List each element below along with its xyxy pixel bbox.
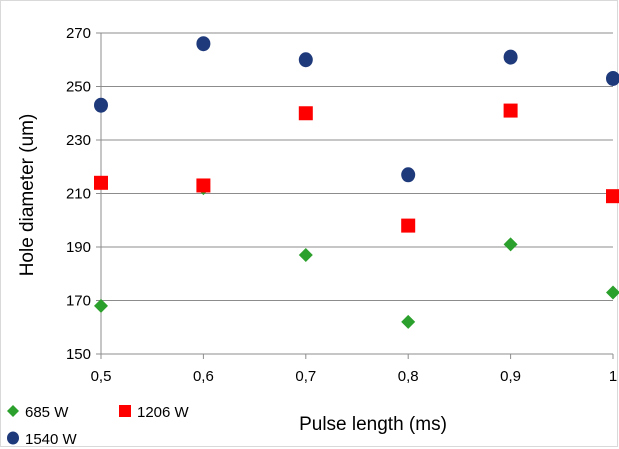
data-point-circle-2-0 [94, 97, 108, 113]
data-point-square-1-3 [401, 218, 416, 233]
legend-marker-0 [7, 405, 19, 417]
x-tick-label-3: 0,8 [398, 368, 419, 385]
x-tick-label-4: 0,9 [500, 368, 521, 385]
data-point-diamond-0-5 [606, 285, 619, 300]
data-point-square-1-0 [94, 175, 108, 190]
data-point-diamond-0-3 [401, 314, 416, 329]
y-tick-label-3: 210 [66, 186, 91, 203]
y-tick-label-6: 270 [66, 25, 91, 42]
legend-label-1: 1206 W [137, 404, 190, 421]
data-points [94, 36, 619, 329]
data-point-square-1-1 [196, 178, 211, 193]
data-point-diamond-0-0 [94, 298, 108, 313]
y-tick-label-5: 250 [66, 79, 91, 96]
legend-label-2: 1540 W [25, 431, 78, 448]
axes [96, 32, 614, 359]
y-axis-title: Hole diameter (um) [17, 114, 38, 277]
x-tick-label-5: 1 [609, 368, 617, 385]
legend-label-0: 685 W [25, 404, 69, 421]
legend-marker-1 [119, 405, 131, 417]
data-point-circle-2-2 [298, 52, 313, 68]
x-axis-title: Pulse length (ms) [299, 414, 447, 435]
y-tick-label-0: 150 [66, 346, 91, 363]
legend-marker-2 [7, 431, 19, 445]
x-tick-label-2: 0,7 [295, 368, 316, 385]
data-point-circle-2-5 [606, 70, 619, 86]
y-tick-label-1: 170 [66, 293, 91, 310]
data-point-square-1-4 [503, 103, 518, 118]
x-tick-labels: 0,5 0,6 0,7 0,8 0,9 1 [91, 368, 618, 385]
data-point-square-1-5 [606, 189, 619, 204]
legend: 685 W 1206 W 1540 W [7, 404, 190, 448]
data-point-diamond-0-2 [298, 248, 313, 263]
y-tick-label-2: 190 [66, 239, 91, 256]
y-tick-labels: 150 170 190 210 230 250 270 [66, 25, 91, 363]
data-point-diamond-0-4 [503, 237, 518, 252]
y-tick-label-4: 230 [66, 132, 91, 149]
data-point-square-1-2 [298, 106, 313, 121]
grid-lines [101, 32, 613, 355]
data-point-circle-2-1 [196, 36, 211, 52]
data-point-circle-2-4 [503, 49, 518, 65]
data-point-circle-2-3 [401, 167, 416, 183]
x-tick-label-0: 0,5 [91, 368, 112, 385]
x-tick-label-1: 0,6 [193, 368, 214, 385]
